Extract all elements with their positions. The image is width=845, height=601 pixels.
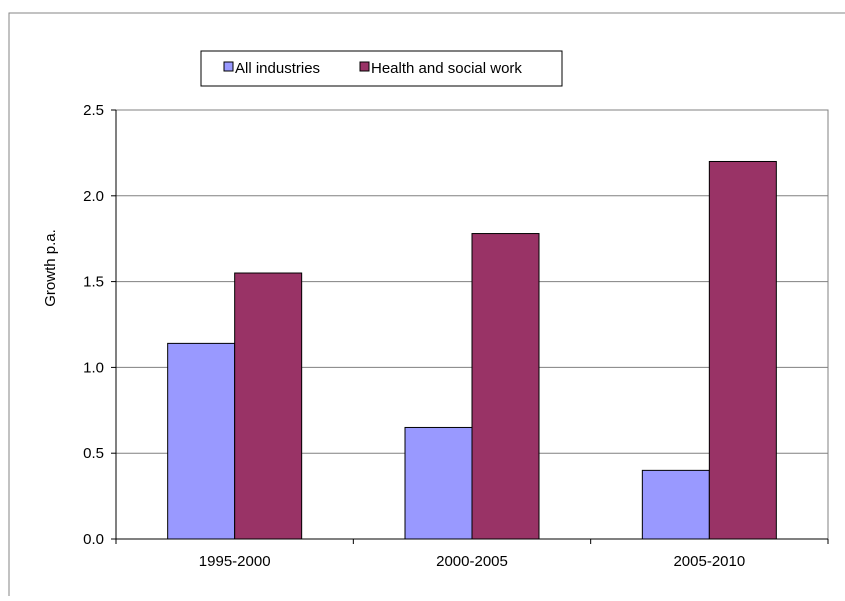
bar (641, 469, 710, 540)
y-tick-label: 2.5 (83, 102, 104, 119)
bar (404, 426, 473, 540)
y-tick-label: 2.0 (83, 188, 104, 205)
axes (111, 109, 829, 544)
legend-label-health-and-social-work: Health and social work (371, 60, 522, 77)
x-tick-label: 2000-2005 (436, 553, 508, 570)
x-tick-label: 2005-2010 (673, 553, 745, 570)
bars (167, 160, 777, 540)
y-tick-label: 1.0 (83, 359, 104, 376)
y-tick-labels: 0.0 0.5 1.0 1.5 2.0 2.5 (83, 102, 104, 548)
chart-frame (8, 12, 845, 596)
legend-swatch-all-industries (223, 61, 234, 72)
legend-label-all-industries: All industries (235, 60, 320, 77)
y-tick-label: 0.0 (83, 531, 104, 548)
x-tick-label: 1995-2000 (199, 553, 271, 570)
legend-swatch-health-and-social-work (359, 61, 370, 72)
y-tick-label: 0.5 (83, 445, 104, 462)
y-tick-label: 1.5 (83, 274, 104, 291)
bar (471, 233, 540, 540)
legend-box (200, 50, 563, 87)
legend: All industries Health and social work (200, 50, 563, 87)
x-tick-labels: 1995-2000 2000-2005 2005-2010 (199, 553, 745, 570)
bar (167, 342, 236, 540)
bar (708, 160, 777, 540)
bar (234, 272, 303, 540)
y-axis-title: Growth p.a. (42, 229, 59, 307)
